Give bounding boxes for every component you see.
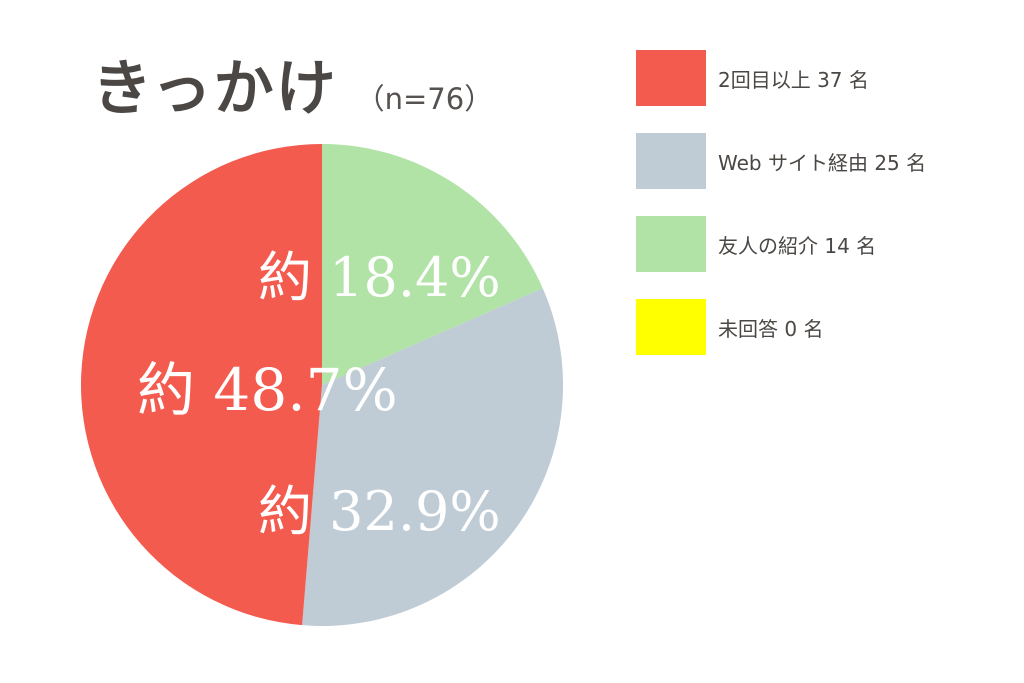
legend-item: 友人の紹介 14 名 bbox=[636, 216, 1016, 272]
pie-slice-label-0: 約 18.4% bbox=[258, 246, 501, 309]
legend-swatch bbox=[636, 216, 706, 272]
pie-slice-2 bbox=[80, 144, 323, 626]
chart-sample-size: （n=76） bbox=[355, 82, 494, 116]
legend-swatch bbox=[636, 299, 706, 355]
pie-slices bbox=[80, 144, 563, 626]
chart-title-text: きっかけ bbox=[92, 54, 338, 124]
pie-labels: 約 18.4% 約 32.9% 約 48.7% bbox=[137, 246, 501, 543]
pie-slice-label-1: 約 32.9% bbox=[258, 480, 501, 543]
pie-slice-label-2: 約 48.7% bbox=[137, 356, 398, 424]
legend-swatch bbox=[636, 50, 706, 106]
legend-item: 2回目以上 37 名 bbox=[636, 50, 1016, 106]
legend-item: Web サイト経由 25 名 bbox=[636, 133, 1016, 189]
legend-item: 未回答 0 名 bbox=[636, 299, 1016, 355]
legend-label: 未回答 0 名 bbox=[718, 316, 824, 341]
chart-title: きっかけ （n=76） bbox=[92, 40, 494, 124]
pie-slice-0 bbox=[322, 144, 543, 385]
legend-swatch bbox=[636, 133, 706, 189]
legend-label: 友人の紹介 14 名 bbox=[718, 233, 877, 258]
legend-label: Web サイト経由 25 名 bbox=[718, 150, 927, 175]
pie-slice-1 bbox=[302, 288, 563, 626]
legend-label: 2回目以上 37 名 bbox=[718, 67, 869, 92]
